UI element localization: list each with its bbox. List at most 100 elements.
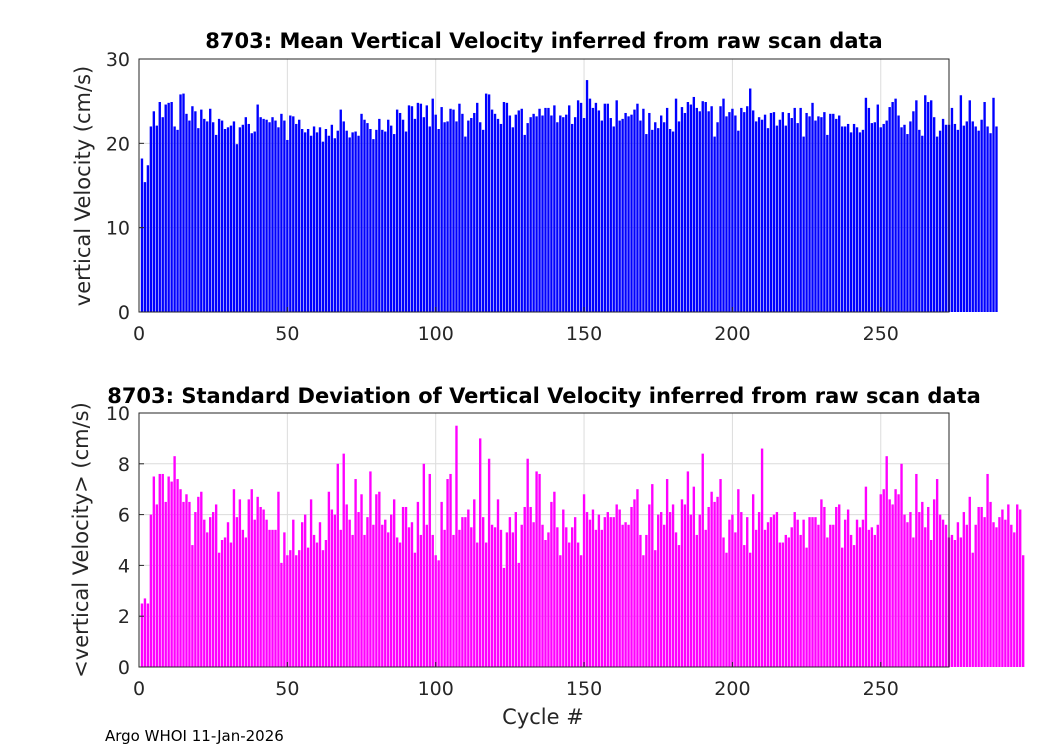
bar [520, 524, 523, 667]
bar [781, 112, 785, 312]
bar [956, 129, 960, 312]
bar [476, 102, 479, 312]
bar [843, 519, 847, 667]
bar [876, 524, 879, 667]
bar [941, 118, 945, 312]
bar [188, 501, 191, 667]
bar [594, 102, 598, 312]
bar [974, 126, 977, 312]
bar [490, 524, 494, 667]
bar [538, 108, 541, 312]
bar [591, 107, 595, 312]
bar [158, 473, 161, 667]
bar [360, 494, 363, 667]
bar [289, 550, 292, 667]
y-tick-label: 30 [106, 49, 130, 71]
bar [511, 127, 515, 312]
bar [487, 94, 491, 312]
x-tick-label: 100 [418, 323, 454, 345]
bar [467, 509, 470, 667]
bar [930, 540, 933, 667]
bar [766, 128, 770, 312]
bar [188, 120, 191, 312]
bar [298, 550, 301, 667]
bar [211, 512, 215, 667]
bar [867, 529, 871, 667]
bar [941, 519, 945, 667]
bar [440, 107, 443, 312]
bar [407, 105, 411, 312]
bar [986, 473, 989, 667]
bar [870, 527, 874, 667]
bar [425, 524, 428, 667]
bar [250, 133, 253, 312]
y-tick-label: 8 [118, 454, 130, 476]
bar [749, 88, 752, 313]
bar [194, 111, 197, 312]
bar [814, 517, 817, 667]
y-tick-label: 0 [118, 657, 130, 679]
bar [879, 127, 882, 312]
bar [378, 118, 381, 312]
bar [476, 542, 479, 667]
bar [167, 476, 170, 667]
bar [333, 138, 337, 312]
bar [716, 496, 719, 667]
bar [944, 524, 948, 667]
y-tick-labels-top: 0 10 20 30 [106, 49, 144, 324]
bar [965, 524, 968, 667]
bar [838, 115, 841, 312]
bar [398, 112, 402, 312]
bar [449, 108, 452, 312]
bar [636, 103, 639, 312]
bar [971, 552, 974, 667]
bar [277, 491, 280, 667]
bar [173, 126, 176, 312]
axes-frame-bottom [138, 412, 950, 668]
bar [900, 463, 903, 667]
bar [526, 123, 529, 312]
bar [885, 456, 888, 667]
bar [713, 501, 716, 667]
bar [484, 93, 488, 312]
bar [164, 501, 167, 667]
bar [312, 126, 316, 312]
bar [959, 537, 963, 667]
bar [241, 529, 245, 667]
bar [757, 512, 761, 667]
x-tick-labels-top: 0 50 100 150 200 250 [133, 307, 899, 345]
bar [197, 496, 200, 667]
bar [315, 132, 319, 312]
bar [544, 540, 547, 667]
bar [247, 123, 250, 312]
bar [146, 165, 150, 312]
bar [223, 537, 227, 667]
bar [603, 103, 607, 312]
bar [754, 121, 758, 312]
bar [876, 104, 879, 312]
bar [751, 110, 755, 312]
bar [852, 123, 856, 312]
bar [950, 534, 954, 667]
bar [772, 514, 776, 667]
bar [161, 117, 164, 312]
x-tick-label: 100 [418, 678, 454, 700]
bar [378, 491, 381, 667]
bar [511, 532, 515, 667]
bar [870, 123, 874, 312]
bar [235, 517, 239, 667]
y-tick-label: 10 [106, 403, 130, 425]
bar [754, 529, 758, 667]
bar [725, 116, 728, 312]
bar [796, 123, 799, 312]
bar [437, 129, 440, 312]
bar [950, 107, 954, 312]
x-tick-label: 250 [863, 678, 899, 700]
bar [333, 514, 337, 667]
bar [763, 529, 767, 667]
bar [235, 144, 239, 312]
bar [568, 542, 571, 667]
bar [419, 534, 423, 667]
bar [182, 93, 185, 312]
bar [443, 122, 446, 312]
